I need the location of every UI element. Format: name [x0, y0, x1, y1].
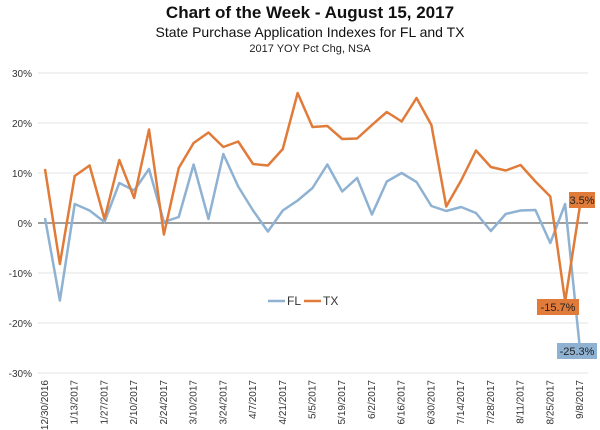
data-label: -15.7%	[541, 302, 576, 314]
x-tick-label: 3/24/2017	[218, 380, 229, 425]
series-line-fl	[43, 152, 582, 350]
x-tick-label: 6/16/2017	[397, 380, 408, 425]
x-tick-label: 6/30/2017	[426, 380, 437, 425]
data-label: 3.5%	[569, 195, 594, 207]
x-tick-label: 4/21/2017	[278, 380, 289, 425]
y-tick-label: -20%	[9, 319, 32, 330]
x-tick-label: 4/7/2017	[248, 380, 259, 419]
data-label-box	[537, 299, 579, 315]
x-tick-label: 2/10/2017	[129, 380, 140, 425]
chart-subtitle: State Purchase Application Indexes for F…	[155, 24, 465, 40]
x-tick-label: 8/11/2017	[516, 380, 527, 424]
legend-label-tx: TX	[323, 294, 338, 308]
x-tick-label: 7/28/2017	[486, 380, 497, 425]
x-tick-label: 9/8/2017	[575, 380, 586, 419]
x-tick-label: 5/5/2017	[308, 380, 319, 419]
data-label: -25.3%	[560, 346, 595, 358]
legend-label-fl: FL	[287, 294, 301, 308]
y-tick-label: 30%	[12, 69, 32, 80]
x-tick-label: 3/10/2017	[189, 380, 200, 425]
data-label-box	[557, 343, 597, 359]
x-tick-label: 2/24/2017	[159, 380, 170, 425]
series-line-tx	[43, 91, 582, 303]
y-tick-label: 20%	[12, 119, 32, 130]
x-tick-label: 1/13/2017	[70, 380, 81, 425]
y-tick-label: -30%	[9, 369, 32, 380]
x-tick-label: 5/19/2017	[337, 380, 348, 425]
x-tick-label: 6/2/2017	[367, 380, 378, 419]
y-tick-label: -10%	[9, 269, 32, 280]
series-tx	[43, 91, 582, 303]
x-tick-label: 1/27/2017	[99, 380, 110, 425]
y-tick-label: 10%	[12, 169, 32, 180]
y-tick-label: 0%	[18, 219, 33, 230]
x-tick-label: 7/14/2017	[456, 380, 467, 425]
x-tick-label: 8/25/2017	[545, 380, 556, 425]
x-tick-label: 12/30/2016	[40, 380, 51, 430]
data-label-box	[569, 192, 595, 208]
chart-title: Chart of the Week - August 15, 2017	[165, 3, 455, 22]
series-fl	[43, 152, 582, 350]
chart-note: 2017 YOY Pct Chg, NSA	[249, 43, 371, 55]
